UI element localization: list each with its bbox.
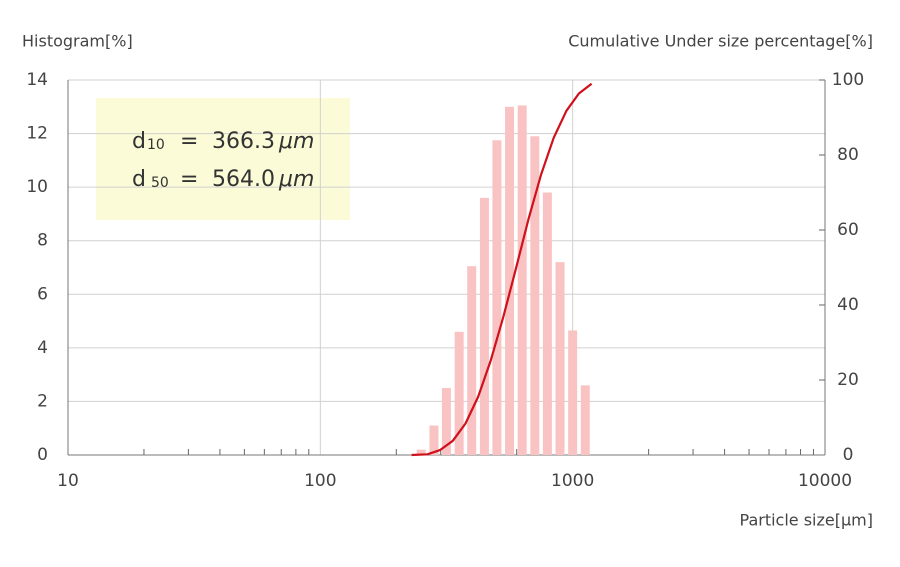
y2-tick-label: 60 [837,220,859,240]
y2-tick-label: 100 [832,70,864,90]
annotation-subscript: 10 [147,137,165,153]
annotation-equals: = [180,167,198,192]
y-tick-label: 6 [37,284,48,304]
cumulative-line [411,82,593,457]
bar [505,106,515,456]
y2-tick-label: 40 [837,295,859,315]
bar [530,136,540,455]
annotation-value: 564.0 [212,167,275,192]
y-tick-label: 8 [37,231,48,251]
bar [454,331,464,455]
bar [416,449,426,455]
annotation-unit: μm [278,167,314,192]
y-tick-label: 2 [37,391,48,411]
y2-tick-label: 0 [843,445,854,465]
bar [429,425,439,455]
bar [492,140,502,455]
bar [517,105,527,456]
y-tick-label: 4 [37,338,48,358]
x-tick-label: 1000 [551,471,594,491]
annotation-equals: = [180,129,198,154]
bar [568,330,578,455]
y-tick-label: 0 [37,445,48,465]
y2-tick-label: 80 [837,145,859,165]
y-tick-label: 12 [26,124,48,144]
bar [555,262,565,455]
y2-axis-title: Cumulative Under size percentage[%] [568,32,873,51]
annotation-unit: μm [278,129,314,154]
x-tick-label: 10000 [798,471,852,491]
annotation-subscript: 50 [151,175,169,191]
bar [479,197,489,455]
annotation-symbol: d [132,129,146,154]
y-tick-label: 10 [26,177,48,197]
annotation-box [96,98,350,220]
x-tick-label: 10 [57,471,79,491]
annotation-symbol: d [132,167,146,192]
y-axis-title: Histogram[%] [22,32,133,51]
bar [542,192,552,455]
bar [580,385,590,455]
bar [467,266,477,455]
annotation-value: 366.3 [212,129,275,154]
x-tick-label: 100 [304,471,336,491]
y-tick-label: 14 [26,70,48,90]
bar [441,388,451,455]
y2-tick-label: 20 [837,370,859,390]
x-axis-title: Particle size[μm] [740,511,873,530]
